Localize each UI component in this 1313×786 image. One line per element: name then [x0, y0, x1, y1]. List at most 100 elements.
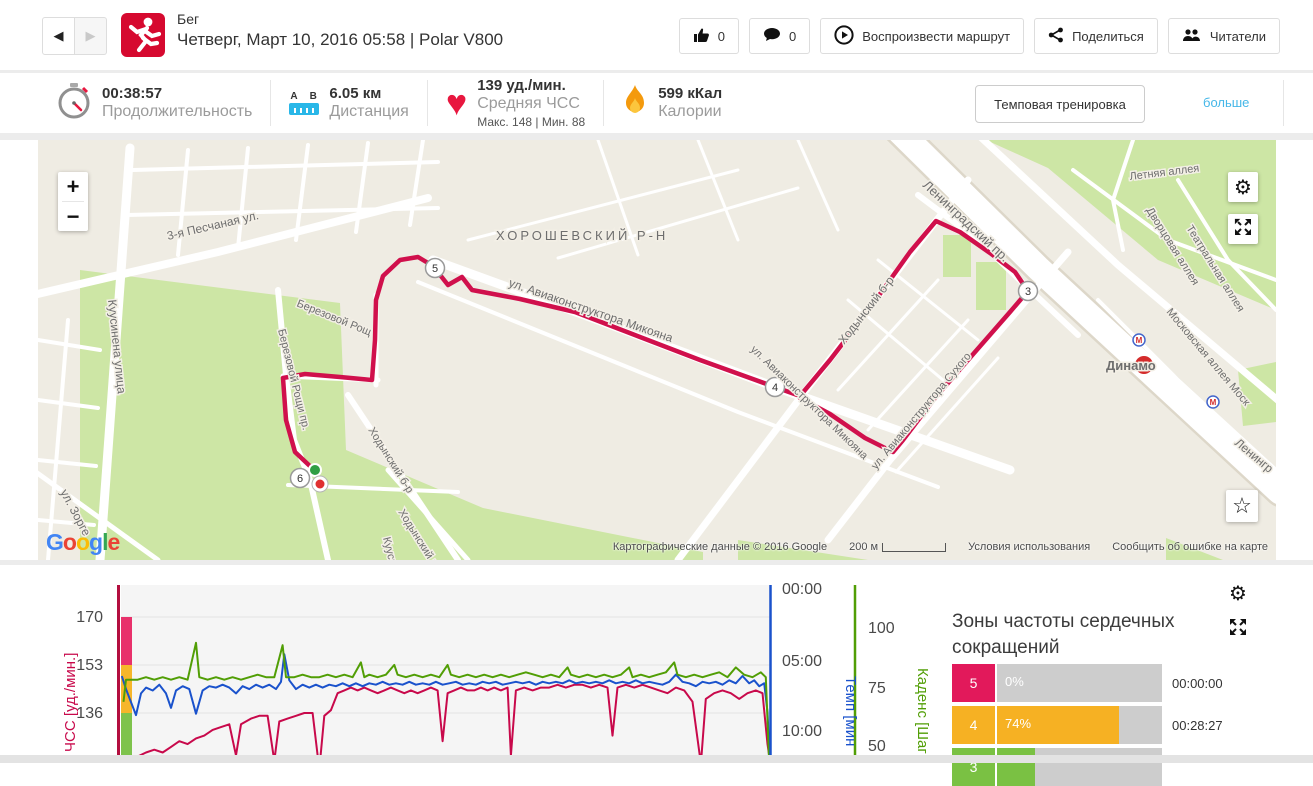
report-error-link[interactable]: Сообщить об ошибке на карте: [1112, 541, 1268, 553]
zones-settings-icon[interactable]: ⚙: [1229, 583, 1247, 605]
series-ЧСС: [127, 683, 770, 763]
zone-percent: 0%: [1005, 674, 1024, 689]
svg-text:М: М: [1210, 398, 1217, 407]
map-attribution: Google Картографические данные © 2016 Go…: [38, 529, 1276, 556]
map-favorite-button[interactable]: ☆: [1226, 490, 1258, 522]
route-marker-end[interactable]: [311, 475, 329, 493]
axis-tick: 05:00: [782, 653, 822, 670]
map-zoom-control: + −: [58, 172, 88, 231]
divider: [0, 133, 1313, 140]
svg-text:6: 6: [297, 473, 303, 485]
route-marker-3[interactable]: 3: [1017, 280, 1039, 302]
calories-value: 599 кКал: [658, 85, 723, 102]
back-button[interactable]: ◀: [42, 17, 75, 55]
play-route-label: Воспроизвести маршрут: [862, 28, 1011, 44]
route-marker-start[interactable]: [308, 463, 322, 477]
history-nav: ◀ ▶: [42, 17, 107, 55]
axis-tick: 50: [868, 738, 886, 755]
zone-bar: [997, 748, 1162, 786]
route-marker-5[interactable]: 5: [424, 257, 446, 279]
hr-value: 139 уд./мин.: [477, 77, 566, 94]
training-name-button[interactable]: Темповая тренировка: [975, 85, 1145, 123]
stopwatch-icon: [56, 82, 92, 125]
svg-text:М: М: [1139, 360, 1148, 372]
zoom-out-button[interactable]: −: [66, 203, 80, 229]
zones-expand-icon[interactable]: [1229, 618, 1247, 642]
like-button[interactable]: 0: [678, 18, 740, 54]
distance-value: 6.05 км: [329, 85, 382, 102]
divider: [603, 80, 605, 126]
like-count: 0: [717, 28, 726, 44]
divider: [1283, 80, 1284, 126]
star-icon: ☆: [1232, 493, 1252, 518]
map-copyright: Картографические данные © 2016 Google: [612, 541, 828, 553]
google-logo: Google: [46, 529, 120, 555]
svg-text:5: 5: [432, 263, 438, 275]
more-link[interactable]: больше: [1203, 95, 1250, 110]
hr-zone-row-4[interactable]: 4 74% 00:28:27: [952, 706, 1242, 744]
calories-label: Калории: [658, 103, 722, 120]
series-Каденс: [122, 641, 770, 763]
stat-calories: 599 кКал Калории: [604, 80, 740, 126]
activity-type: Бег: [177, 11, 200, 27]
people-icon: [1182, 28, 1202, 45]
map-street-label: Динамо: [1106, 358, 1156, 373]
flame-icon: [622, 84, 648, 123]
play-route-button[interactable]: Воспроизвести маршрут: [820, 18, 1025, 54]
route-polyline: [280, 218, 1031, 471]
heart-icon: ♥: [445, 82, 468, 123]
duration-label: Продолжительность: [102, 103, 253, 120]
svg-text:М: М: [1136, 336, 1143, 345]
axis-tick: 170: [76, 609, 103, 626]
map-street-label: ХОРОШЕВСКИЙ Р-Н: [496, 228, 668, 243]
svg-text:4: 4: [772, 382, 778, 394]
axis-label: ЧСС [уд./мин.]: [62, 653, 79, 752]
hr-zone-strip-segment: [121, 617, 132, 665]
map-parks: [80, 140, 1276, 560]
hr-zones-title: Зоны частоты сердечных сокращений: [952, 611, 1175, 658]
training-chart[interactable]: 170 153 136 00:00 05:00 10:00 100 75 50 ЧСС [уд.…: [0, 565, 1313, 763]
comment-button[interactable]: 0: [749, 18, 811, 54]
series-Темп: [121, 653, 770, 763]
map-settings-button[interactable]: ⚙: [1228, 172, 1258, 202]
header: ◀ ▶ Бег Четверг, Март 10, 2016 05:58 | P…: [0, 0, 1313, 70]
thumb-up-icon: [693, 27, 710, 46]
axis-tick: 00:00: [782, 581, 822, 598]
training-chart-section: 170 153 136 00:00 05:00 10:00 100 75 50 ЧСС [уд.…: [0, 565, 1313, 786]
axis-tick: 100: [868, 620, 895, 637]
map-fullscreen-button[interactable]: [1228, 214, 1258, 244]
route-marker-6[interactable]: 6: [289, 467, 311, 489]
axis-tick: 75: [868, 680, 886, 697]
share-label: Поделиться: [1072, 28, 1144, 44]
zone-bar: 0%: [997, 664, 1162, 702]
distance-label: Дистанция: [329, 103, 409, 120]
divider: [0, 560, 1313, 565]
expand-icon: [1234, 218, 1252, 241]
forward-button[interactable]: ▶: [75, 17, 107, 55]
zone-time: 00:28:27: [1172, 717, 1223, 733]
hr-label: Средняя ЧСС: [477, 95, 580, 112]
terms-link[interactable]: Условия использования: [968, 541, 1091, 553]
share-button[interactable]: Поделиться: [1034, 18, 1158, 54]
comment-icon: [763, 27, 781, 45]
hr-minmax: Макс. 148 | Мин. 88: [477, 115, 586, 129]
map-scale: 200 м: [849, 541, 947, 553]
zoom-in-button[interactable]: +: [66, 173, 80, 199]
stat-heart-rate: ♥ 139 уд./мин. Средняя ЧСС Макс. 148 | М…: [428, 77, 603, 129]
zone-number: 3: [952, 748, 995, 786]
running-sport-icon: [121, 13, 165, 57]
divider: [0, 70, 1313, 73]
duration-value: 00:38:57: [102, 85, 163, 102]
divider: [426, 80, 428, 126]
hr-zone-row-5[interactable]: 5 0% 00:00:00: [952, 664, 1242, 702]
readers-button[interactable]: Читатели: [1167, 18, 1280, 54]
route-marker-4[interactable]: 4: [764, 376, 786, 398]
share-icon: [1048, 27, 1064, 46]
axis-label: Каденс [Шаг: [914, 668, 931, 754]
hr-zone-row-3[interactable]: 3: [952, 748, 1242, 786]
map-street-label: ул. Авиаконструктора Микояна: [507, 276, 675, 346]
play-icon: [834, 24, 854, 48]
